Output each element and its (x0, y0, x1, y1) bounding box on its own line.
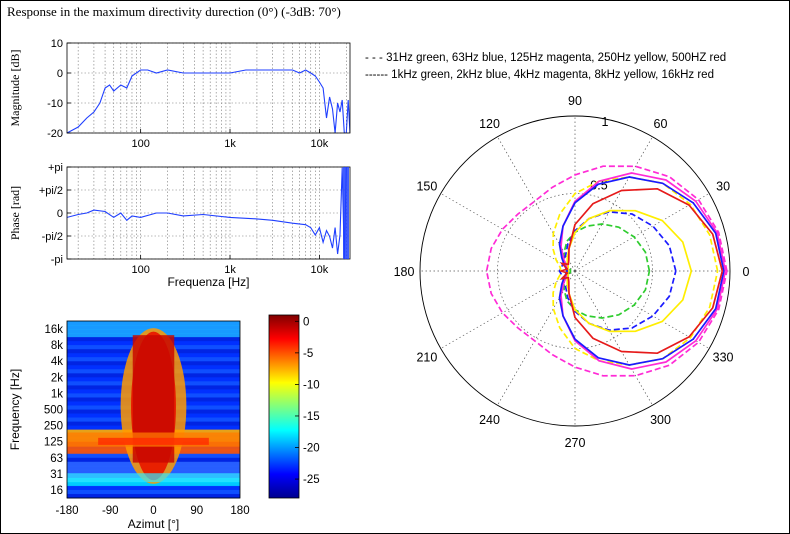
x-tick-label: -180 (55, 505, 78, 517)
colorbar-tick-label: -10 (303, 379, 320, 391)
heatmap-lf-core (98, 437, 209, 445)
heatmap-row (67, 325, 240, 330)
polar-angle-label: 300 (650, 413, 671, 427)
y-tick-label: -pi/2 (42, 231, 63, 243)
polar-angle-label: 120 (479, 117, 500, 131)
azimuth-frequency-heatmap: 16k 8k 4k 2k 1k 500 250 125 63 31 16 -180 -90 0 90 180 F… (8, 314, 320, 531)
y-tick-label: 63 (50, 453, 63, 465)
y-tick-label: 2k (51, 372, 63, 384)
colorbar-tick-label: -15 (303, 411, 320, 423)
y-tick-label: 0 (57, 68, 63, 80)
polar-spoke (574, 136, 653, 272)
y-tick-label: 1k (51, 388, 63, 400)
x-tick-label: 90 (190, 505, 203, 517)
phase-wrap-band (343, 167, 349, 259)
polar-directivity-plot: 0 30 60 90 120 150 180 210 240 270 300 330 0.5 1 (394, 94, 750, 450)
heatmap-row (67, 321, 240, 326)
polar-spoke (574, 270, 653, 406)
polar-series-green-dashed (563, 223, 651, 319)
heatmap-row (67, 493, 240, 499)
heatmap-bottom-band (67, 473, 240, 483)
polar-angle-label: 210 (416, 351, 437, 365)
x-tick-label: 1k (224, 264, 236, 276)
x-tick-label: 0 (150, 505, 156, 517)
heatmap-row (67, 485, 240, 491)
y-tick-label: 16k (44, 324, 63, 336)
polar-angle-label: 270 (565, 436, 586, 450)
colorbar-tick-label: -20 (303, 443, 320, 455)
polar-series-yellow-solid (566, 209, 693, 333)
polar-angle-label: 30 (716, 180, 730, 194)
y-axis-label: Frequency [Hz] (8, 369, 22, 450)
heatmap-row (67, 489, 240, 495)
polar-spoke (440, 270, 576, 349)
polar-series-blue-solid (558, 176, 725, 366)
polar-spoke (497, 136, 576, 272)
x-tick-label: -90 (102, 505, 119, 517)
y-tick-label: -10 (47, 98, 63, 110)
y-tick-label: -20 (47, 128, 63, 140)
x-axis-label: Azimut [°] (128, 517, 179, 531)
polar-angle-label: 90 (568, 94, 582, 108)
legend-line-1: - - - 31Hz green, 63Hz blue, 125Hz magen… (365, 52, 726, 64)
polar-angle-label: 240 (479, 413, 500, 427)
polar-angle-label: 60 (654, 117, 668, 131)
y-tick-label: 0 (57, 208, 63, 220)
legend-line-2: ------ 1kHz green, 2kHz blue, 4kHz magen… (365, 69, 714, 81)
heatmap-border (66, 320, 241, 499)
polar-angle-label: 330 (713, 351, 734, 365)
y-tick-label: 31 (50, 469, 63, 481)
colorbar-tick-label: 0 (303, 316, 309, 328)
x-tick-label: 10k (311, 138, 329, 150)
y-tick-label: +pi/2 (39, 185, 63, 197)
polar-radial-label: 0.5 (590, 179, 607, 193)
y-tick-label: -pi (51, 254, 63, 266)
y-tick-label: +pi (48, 162, 63, 174)
polar-spoke (440, 193, 576, 272)
y-axis-label: Magnitude [dB] (8, 50, 22, 127)
x-tick-label: 100 (131, 264, 149, 276)
polar-spoke (574, 193, 710, 272)
polar-radial-label: 1 (602, 115, 609, 129)
polar-legend: - - - 31Hz green, 63Hz blue, 125Hz magen… (365, 52, 726, 81)
polar-angle-label: 150 (416, 180, 437, 194)
plot-border (66, 166, 351, 260)
y-tick-label: 500 (44, 405, 63, 417)
polar-spoke (574, 270, 710, 349)
y-tick-label: 10 (51, 38, 63, 50)
data-line (67, 69, 350, 133)
plot-area (67, 43, 350, 133)
y-tick-label: 8k (51, 340, 63, 352)
x-tick-label: 10k (311, 264, 329, 276)
data-line (67, 167, 347, 259)
y-tick-label: 125 (44, 437, 63, 449)
y-tick-label: 250 (44, 421, 63, 433)
colorbar (268, 314, 300, 499)
heatmap-row (67, 481, 240, 487)
y-tick-label: 16 (50, 485, 63, 497)
x-tick-label: 180 (230, 505, 249, 517)
phase-plot: +pi +pi/2 0 -pi/2 -pi 100 1k 10k Phase [rad] Freq… (8, 162, 351, 289)
polar-angle-label: 180 (394, 265, 415, 279)
x-tick-label: 100 (131, 138, 149, 150)
colorbar-tick-label: -5 (303, 348, 313, 360)
polar-angle-label: 0 (743, 265, 750, 279)
x-tick-label: 1k (224, 138, 236, 150)
plot-border (66, 42, 351, 134)
polar-series-red-solid (560, 187, 724, 355)
polar-spoke (497, 270, 576, 406)
y-axis-label: Phase [rad] (8, 186, 22, 240)
polar-series-blue-dashed (558, 211, 677, 331)
x-axis-label: Frequenza [Hz] (167, 275, 249, 289)
colorbar-tick-label: -25 (303, 474, 320, 486)
y-tick-label: 4k (51, 356, 63, 368)
figure-title: Response in the maximum directivity dure… (7, 4, 341, 19)
